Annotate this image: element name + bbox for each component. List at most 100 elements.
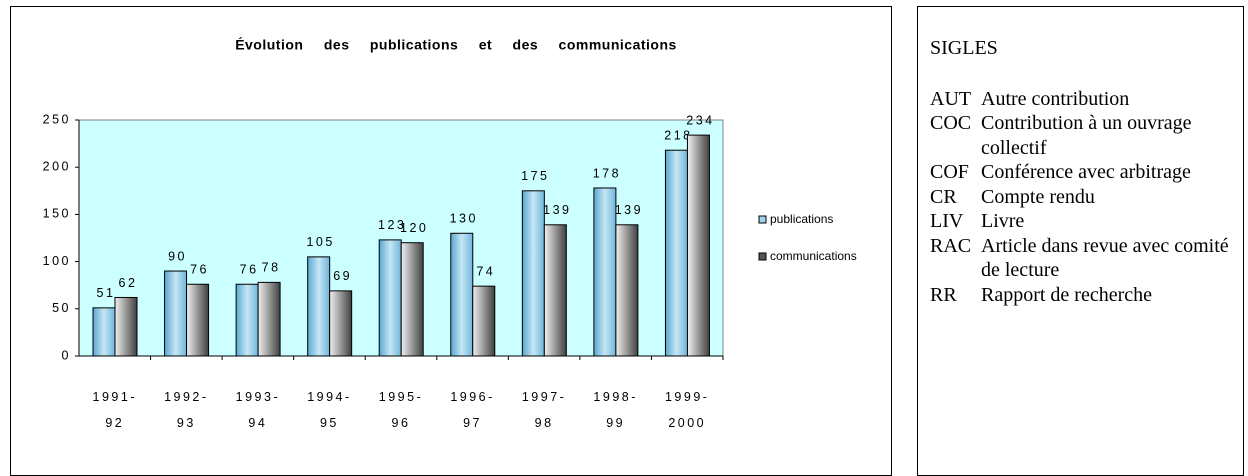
data-label: 139	[543, 203, 571, 217]
data-label: 74	[476, 264, 495, 278]
bar	[450, 232, 474, 357]
sigle: COF Conférence avec arbitrage	[930, 160, 1243, 185]
sidebar-title: SIGLES	[930, 37, 998, 59]
x-tick-label-line: 1993-	[236, 390, 280, 404]
bar	[329, 290, 353, 357]
sigle-code: CR	[930, 185, 957, 208]
data-label: 139	[615, 203, 643, 217]
legend-label: publications	[770, 212, 833, 226]
bar	[593, 187, 617, 357]
bar	[92, 307, 116, 357]
sidebar: SIGLES AUT Autre contribution COC Contribut…	[917, 6, 1244, 476]
y-tick-label: 250	[43, 112, 71, 126]
bar	[686, 134, 710, 357]
y-tick-label: 150	[43, 207, 71, 221]
y-tick-label: 100	[43, 254, 71, 268]
data-label: 69	[333, 269, 352, 283]
data-label: 78	[262, 261, 281, 275]
bar	[235, 283, 259, 357]
x-tick-label-line: 1994-	[307, 390, 351, 404]
x-tick-label-line: 96	[392, 416, 411, 430]
bar	[400, 242, 424, 357]
data-label: 62	[119, 276, 138, 290]
data-label: 123	[378, 218, 406, 232]
data-label: 234	[686, 113, 714, 127]
data-label: 178	[593, 166, 621, 180]
x-tick-label: 1999- 2000	[665, 390, 709, 430]
sigle-label: Contribution à un ouvrage collectif	[981, 112, 1192, 159]
x-tick-label: 1997- 98	[522, 390, 566, 430]
sigle: RAC Article dans revue avec comité de lec…	[930, 234, 1243, 283]
sigle-code: LIV	[930, 210, 964, 232]
bar	[378, 239, 402, 357]
data-label: 76	[190, 263, 209, 277]
x-tick-label-line: 1999-	[665, 390, 709, 404]
x-tick-label-line: 93	[177, 416, 196, 430]
sigle: LIV Livre	[930, 209, 1243, 234]
x-tick-label-line: 97	[463, 416, 482, 430]
x-tick-label-line: 1996-	[450, 390, 494, 404]
sigle-label: Autre contribution	[981, 87, 1130, 110]
bar	[186, 283, 210, 357]
data-label: 90	[168, 249, 187, 263]
bar	[307, 256, 331, 357]
x-tick-label-line: 1997-	[522, 390, 566, 404]
data-label: 218	[664, 129, 692, 143]
bar	[615, 224, 639, 357]
x-tick-label: 1998- 99	[593, 390, 637, 430]
legend-swatch	[758, 252, 767, 261]
sigle: CR Compte rendu	[930, 185, 1243, 210]
sigle: AUT Autre contribution	[930, 87, 1243, 112]
x-tick-label-line: 1991-	[93, 390, 137, 404]
bar	[472, 285, 496, 357]
y-tick-label: 0	[62, 348, 71, 362]
sigle-code: RAC	[930, 234, 972, 257]
x-tick-label: 1995- 96	[379, 390, 423, 430]
data-label: 175	[521, 169, 549, 183]
x-tick-label-line: 98	[535, 416, 554, 430]
sigle-label: Compte rendu	[981, 185, 1095, 208]
x-tick-label: 1991- 92	[93, 390, 137, 430]
sigle-label: Livre	[981, 210, 1025, 232]
sigle-code: RR	[930, 283, 957, 306]
bar	[543, 224, 567, 357]
sigle: RR Rapport de recherche	[930, 283, 1243, 308]
bar	[521, 190, 545, 357]
x-tick-label: 1992- 93	[164, 390, 208, 430]
x-tick-label: 1994- 95	[307, 390, 351, 430]
data-label: 120	[400, 221, 428, 235]
y-tick-label: 200	[43, 159, 71, 173]
x-tick-label-line: 1992-	[164, 390, 208, 404]
sigle-code: COF	[930, 161, 969, 183]
sigles-list: AUT Autre contribution COC Contribution à u…	[930, 87, 1243, 308]
data-label: 76	[240, 263, 259, 277]
x-tick-label-line: 94	[248, 416, 267, 430]
legend-swatch	[758, 215, 767, 224]
data-label: 51	[97, 286, 116, 300]
legend-label: communications	[770, 249, 857, 263]
chart-frame: Évolution des publications et des commun…	[10, 6, 892, 476]
x-tick-label-line: 99	[606, 416, 625, 430]
sigle-code: COC	[930, 112, 972, 134]
chart-title: Évolution des publications et des commun…	[235, 37, 677, 53]
bar	[114, 296, 138, 357]
x-tick-label-line: 92	[105, 416, 124, 430]
data-label: 130	[450, 212, 478, 226]
bar	[257, 281, 281, 357]
x-tick-label-line: 1995-	[379, 390, 423, 404]
sigle-label: Conférence avec arbitrage	[981, 161, 1191, 183]
bar	[164, 270, 188, 357]
y-tick-label: 50	[52, 301, 71, 315]
sigle-label: Rapport de recherche	[981, 283, 1153, 306]
sigle-label: Article dans revue avec comité de lectur…	[981, 234, 1229, 282]
x-tick-label-line: 95	[320, 416, 339, 430]
chart: Évolution des publications et des commun…	[43, 37, 857, 431]
sigle-code: AUT	[930, 87, 972, 110]
x-tick-label: 1996- 97	[450, 390, 494, 430]
sigle: COC Contribution à un ouvrage collectif	[930, 111, 1243, 160]
x-tick-label: 1993- 94	[236, 390, 280, 430]
x-tick-label-line: 1998-	[593, 390, 637, 404]
data-label: 105	[306, 235, 334, 249]
x-tick-label-line: 2000	[668, 416, 706, 430]
